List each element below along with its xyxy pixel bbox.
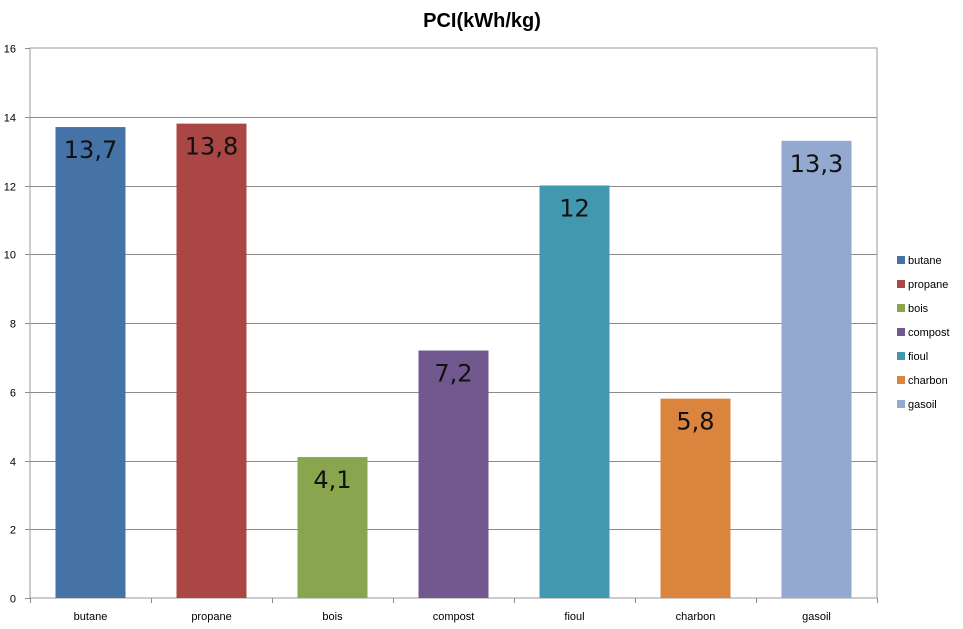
legend-label-butane: butane — [908, 255, 942, 267]
y-tick-label: 8 — [10, 319, 16, 331]
y-tick-label: 0 — [10, 594, 16, 606]
bar-butane — [55, 127, 126, 598]
legend-swatch-gasoil — [897, 400, 905, 408]
y-tick-label: 14 — [4, 113, 16, 125]
legend-swatch-compost — [897, 328, 905, 336]
data-label-gasoil: 13,3 — [790, 150, 843, 178]
legend-label-gasoil: gasoil — [908, 399, 937, 411]
y-tick-label: 16 — [4, 44, 16, 56]
y-tick-label: 10 — [4, 250, 16, 262]
bar-propane — [176, 123, 247, 598]
bar-compost — [418, 350, 489, 598]
bar-charbon — [660, 398, 731, 598]
bar-bois — [297, 457, 368, 598]
legend-label-propane: propane — [908, 279, 948, 291]
data-label-fioul: 12 — [559, 195, 590, 223]
legend-swatch-fioul — [897, 352, 905, 360]
data-labels: 13,7 13,8 4,1 7,2 12 5,8 13,3 — [64, 133, 843, 494]
legend-swatch-charbon — [897, 376, 905, 384]
data-label-bois: 4,1 — [313, 466, 351, 494]
legend-swatch-propane — [897, 280, 905, 288]
legend-label-compost: compost — [908, 327, 950, 339]
bar-gasoil — [781, 140, 852, 598]
x-axis: butane propane bois compost fioul charbon gaso… — [30, 598, 878, 623]
x-tick-label-charbon: charbon — [676, 611, 716, 623]
legend-label-bois: bois — [908, 303, 929, 315]
data-label-propane: 13,8 — [185, 133, 238, 161]
y-tick-label: 2 — [10, 525, 16, 537]
y-tick-label: 12 — [4, 182, 16, 194]
y-axis: 0 2 4 6 8 10 12 14 16 — [4, 44, 30, 606]
x-tick-label-compost: compost — [433, 611, 475, 623]
legend-swatch-butane — [897, 256, 905, 264]
x-tick-label-gasoil: gasoil — [802, 611, 831, 623]
bar-fioul — [539, 185, 610, 598]
x-tick-label-propane: propane — [191, 611, 231, 623]
x-tick-label-bois: bois — [322, 611, 343, 623]
bars — [55, 123, 852, 598]
y-tick-label: 4 — [10, 457, 16, 469]
legend-label-fioul: fioul — [908, 351, 928, 363]
data-label-charbon: 5,8 — [676, 408, 714, 436]
legend: butane propane bois compost fioul charbon gaso… — [897, 255, 950, 411]
data-label-butane: 13,7 — [64, 136, 117, 164]
chart-title: PCI(kWh/kg) — [423, 10, 541, 32]
data-label-compost: 7,2 — [434, 360, 472, 388]
x-tick-label-butane: butane — [74, 611, 108, 623]
legend-label-charbon: charbon — [908, 375, 948, 387]
y-tick-label: 6 — [10, 388, 16, 400]
x-tick-label-fioul: fioul — [564, 611, 584, 623]
legend-swatch-bois — [897, 304, 905, 312]
